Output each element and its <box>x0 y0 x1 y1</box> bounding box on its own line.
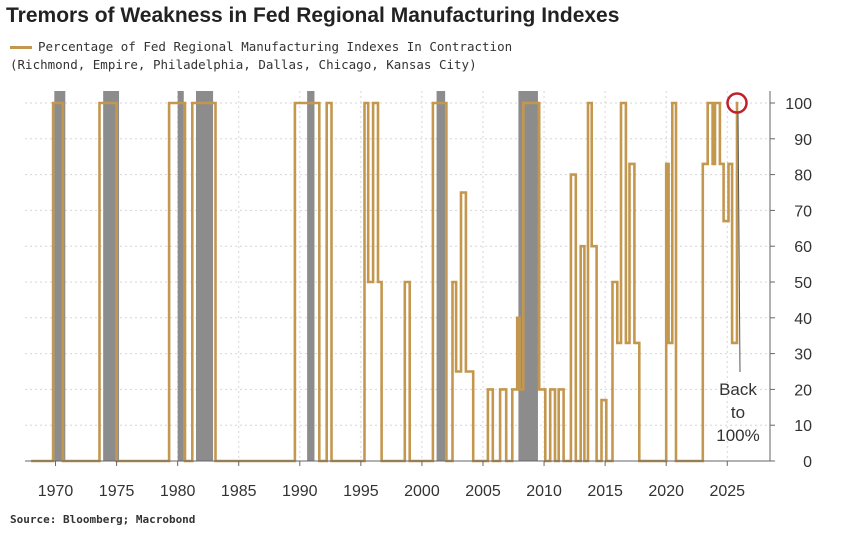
annotation-line-1: Back <box>719 380 757 399</box>
x-tick-label: 1995 <box>343 483 379 500</box>
legend: Percentage of Fed Regional Manufacturing… <box>10 38 512 74</box>
y-tick-label: 20 <box>794 382 812 399</box>
legend-swatch <box>10 46 32 49</box>
y-tick-label: 10 <box>794 418 812 435</box>
annotation-line-3: 100% <box>716 426 759 445</box>
x-axis: 1970 1975 1980 1985 1990 1995 2000 2005 2010 2015… <box>25 460 770 500</box>
grid-layer <box>25 91 770 462</box>
annotation: Back to 100% <box>716 380 759 445</box>
y-tick-label: 50 <box>794 275 812 292</box>
y-tick-label: 100 <box>785 96 812 113</box>
recession-band <box>195 91 214 461</box>
y-tick-label: 60 <box>794 239 812 256</box>
recession-band <box>54 91 66 461</box>
recession-band <box>177 91 184 461</box>
series-line <box>31 101 739 463</box>
y-tick-label: 30 <box>794 347 812 364</box>
y-tick-label: 90 <box>794 132 812 149</box>
x-tick-label: 1990 <box>282 483 318 500</box>
annotation-arrow <box>737 112 741 373</box>
chart-title: Tremors of Weakness in Fed Regional Manu… <box>6 4 620 27</box>
x-tick-label: 2025 <box>709 483 745 500</box>
source-note: Source: Bloomberg; Macrobond <box>10 513 196 526</box>
recession-band <box>307 91 315 461</box>
y-tick-label: 40 <box>794 311 812 328</box>
x-tick-label: 2000 <box>404 483 440 500</box>
x-tick-label: 2015 <box>587 483 623 500</box>
recession-band <box>518 91 538 461</box>
recession-band <box>436 91 446 461</box>
x-tick-label: 2005 <box>465 483 501 500</box>
y-tick-label: 80 <box>794 168 812 185</box>
x-tick-label: 1980 <box>160 483 196 500</box>
x-tick-label: 1985 <box>221 483 257 500</box>
x-tick-label: 1970 <box>38 483 74 500</box>
x-tick-label: 2010 <box>526 483 562 500</box>
x-tick-label: 2020 <box>648 483 684 500</box>
y-tick-label: 0 <box>803 454 812 471</box>
annotation-line-2: to <box>731 403 745 422</box>
x-tick-label: 1975 <box>99 483 135 500</box>
recession-band <box>103 91 120 461</box>
y-axis: 0 10 20 30 40 50 60 70 80 90 100 <box>769 91 812 471</box>
legend-entry: Percentage of Fed Regional Manufacturing… <box>10 38 512 56</box>
legend-label-line1: Percentage of Fed Regional Manufacturing… <box>38 39 513 54</box>
series-layer <box>31 92 748 463</box>
legend-label-line2: (Richmond, Empire, Philadelphia, Dallas,… <box>10 57 477 72</box>
latest-point-marker <box>726 92 748 114</box>
y-tick-label: 70 <box>794 203 812 220</box>
